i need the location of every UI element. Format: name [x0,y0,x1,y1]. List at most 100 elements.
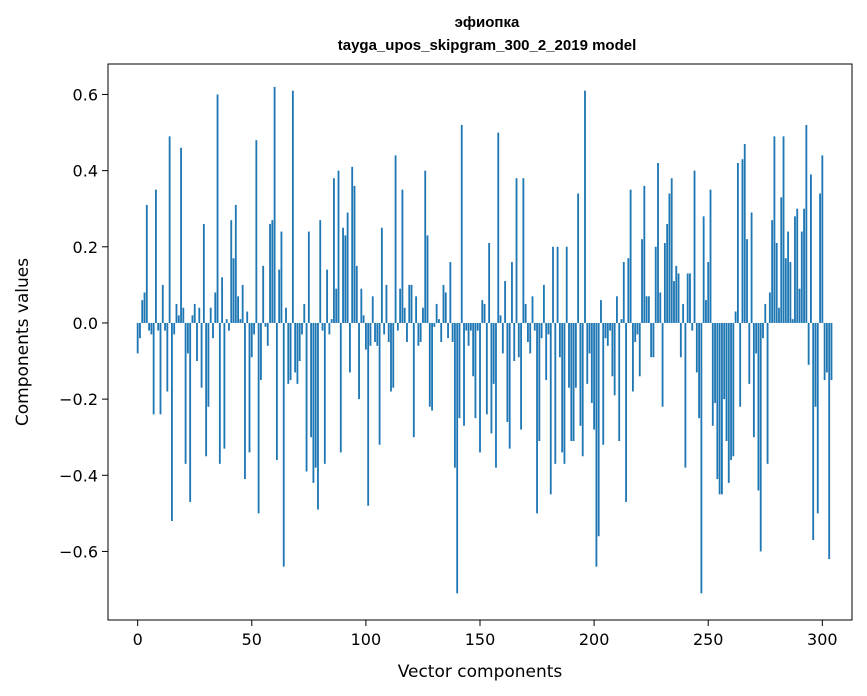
bar [191,315,194,323]
bar [212,322,214,339]
bar [472,322,475,377]
bar [791,319,794,323]
bar [807,322,810,365]
bar [271,220,274,323]
bar [700,322,703,594]
bar [319,220,322,323]
bar [337,170,340,323]
bar [563,322,566,464]
bar [440,322,443,342]
bar [291,90,294,323]
bar [641,239,643,323]
bar [757,322,760,491]
bar [823,322,826,381]
bar [730,322,732,461]
bar [184,322,187,464]
bar [686,273,689,323]
bar [743,143,746,323]
bar [570,322,573,442]
bar [410,284,413,323]
bar [495,322,497,468]
x-axis-ticks: 0 50 100 150 200 250 300 [133,620,838,649]
bar [565,246,568,323]
bar [625,322,627,502]
bar [800,231,803,323]
bar [467,322,470,346]
bar [803,208,805,323]
bar [453,322,456,468]
bar [214,292,217,323]
bar [294,322,297,373]
bar [175,303,178,323]
bar [207,322,210,407]
bar [721,322,723,495]
x-tick-label: 300 [807,630,838,649]
bar [830,322,833,381]
bar [657,163,659,323]
bar [613,322,616,396]
bar [225,319,228,323]
bar [460,124,463,323]
bar [727,322,730,483]
bar [355,265,358,323]
bar [622,262,625,323]
bar [428,322,431,407]
bar [285,307,287,323]
bar [264,322,267,327]
bar [335,288,338,323]
bar [469,322,472,331]
bar [816,322,819,514]
bar [223,322,226,449]
bar [255,140,258,323]
bar [600,300,602,323]
bar [581,322,584,457]
bar [778,307,780,323]
bar [424,170,427,323]
bar [638,322,641,377]
bar [415,296,418,323]
bar [659,292,662,323]
bar [237,296,239,323]
bar [196,322,198,362]
bar [205,322,208,457]
bar [766,322,769,464]
bar [554,322,557,464]
bar-series [136,86,833,594]
bar [661,322,664,407]
bar [390,322,392,392]
bar [442,284,445,323]
bar [333,178,335,323]
bar [396,322,399,331]
bar [221,277,224,323]
plot-frame [107,63,853,621]
bar [189,322,192,502]
bar [497,132,500,323]
bar [606,322,609,346]
chart-subtitle: tayga_upos_skipgram_300_2_2019 model [338,37,637,54]
bar [351,166,354,323]
bar [476,322,479,331]
bar [376,322,379,346]
bar [538,322,541,442]
y-tick-label: 0.4 [73,162,98,181]
bar [406,322,408,342]
bar [241,284,244,323]
bar [246,311,249,323]
bar [143,292,146,323]
bar [794,216,796,323]
bar [296,322,299,384]
bar [399,288,402,323]
bar [711,322,714,426]
bar [298,322,301,362]
bar [545,322,548,381]
bar [739,322,742,407]
bar [161,284,164,323]
bar [417,322,420,346]
bar [328,322,331,335]
bar [517,322,520,358]
bar [287,322,290,384]
bar [750,212,753,323]
bar [262,265,265,323]
bar [741,159,744,323]
bar [228,322,230,331]
